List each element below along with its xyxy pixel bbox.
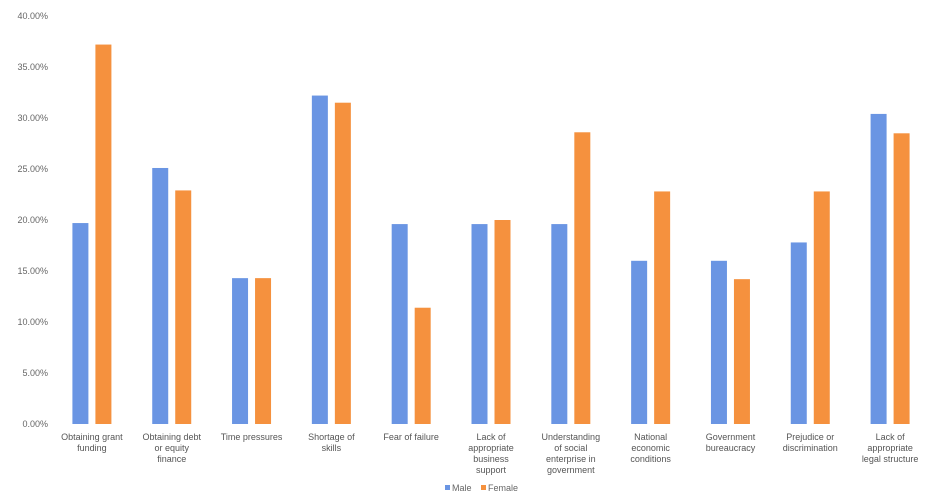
bar-male-4 — [311, 95, 328, 424]
x-axis-labels: Obtaining grant funding Obtaining debt or e… — [61, 432, 918, 475]
legend-swatch-male — [445, 485, 450, 490]
bar-female-7 — [574, 132, 591, 424]
x-tick-label: Shortage of skills — [308, 432, 355, 453]
bar-female-9 — [733, 279, 750, 424]
bar-male-1 — [72, 223, 89, 424]
x-tick-label: Fear of failure — [383, 432, 439, 442]
bar-male-10 — [790, 242, 807, 424]
bars — [72, 44, 910, 425]
x-tick-label: Understanding of social enterprise in gover… — [542, 432, 601, 475]
x-tick-label: National economic conditions — [630, 432, 671, 464]
bar-male-5 — [391, 224, 408, 424]
bar-male-11 — [870, 113, 887, 425]
bar-female-2 — [175, 190, 192, 424]
y-tick-label: 20.00% — [17, 215, 48, 225]
y-tick-label: 10.00% — [17, 317, 48, 327]
x-tick-label: Obtaining debt or equity finance — [142, 432, 201, 464]
x-tick-label: Prejudice or discrimination — [783, 432, 838, 453]
y-tick-label: 30.00% — [17, 113, 48, 123]
x-tick-label: Obtaining grant funding — [61, 432, 123, 453]
bar-male-6 — [471, 224, 488, 424]
bar-female-1 — [95, 44, 112, 425]
legend-swatch-female — [481, 485, 486, 490]
y-tick-label: 5.00% — [22, 368, 48, 378]
bar-male-3 — [232, 278, 249, 424]
bar-male-9 — [710, 260, 727, 424]
x-tick-label: Government bureaucracy — [706, 432, 756, 453]
y-tick-label: 0.00% — [22, 419, 48, 429]
x-tick-label: Lack of appropriate legal structure — [862, 432, 919, 464]
legend-label-female: Female — [488, 483, 518, 493]
y-axis: 0.00% 5.00% 10.00% 15.00% 20.00% 25.00% 30.00%… — [17, 11, 48, 429]
bar-female-8 — [654, 191, 671, 424]
bar-female-4 — [334, 102, 351, 424]
y-tick-label: 25.00% — [17, 164, 48, 174]
x-tick-label: Lack of appropriate business support — [468, 432, 514, 475]
bar-female-11 — [893, 133, 910, 425]
y-tick-label: 40.00% — [17, 11, 48, 21]
y-tick-label: 15.00% — [17, 266, 48, 276]
legend: Male Female — [445, 483, 518, 493]
bar-male-2 — [152, 167, 169, 425]
bar-female-6 — [494, 220, 511, 424]
bar-female-10 — [813, 191, 830, 424]
bar-male-7 — [551, 224, 568, 424]
x-tick-label: Time pressures — [221, 432, 283, 442]
y-tick-label: 35.00% — [17, 62, 48, 72]
bar-female-5 — [414, 307, 431, 424]
bar-male-8 — [631, 260, 648, 424]
legend-label-male: Male — [452, 483, 472, 493]
bar-female-3 — [255, 278, 272, 424]
